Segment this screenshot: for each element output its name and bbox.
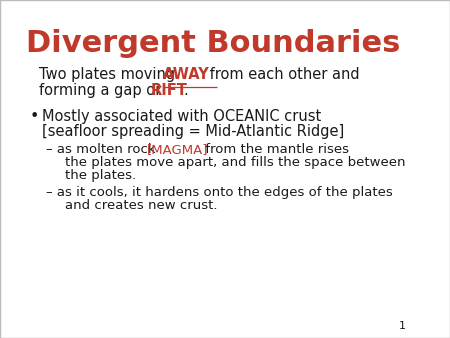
- Text: from each other and: from each other and: [205, 67, 359, 82]
- Text: AWAY: AWAY: [163, 67, 210, 82]
- Text: and creates new crust.: and creates new crust.: [65, 199, 218, 212]
- Text: 1: 1: [399, 321, 406, 331]
- Text: the plates.: the plates.: [65, 169, 137, 182]
- Text: from the mantle rises: from the mantle rises: [201, 143, 349, 156]
- Text: •: •: [30, 110, 40, 124]
- Text: [seafloor spreading = Mid-Atlantic Ridge]: [seafloor spreading = Mid-Atlantic Ridge…: [42, 124, 345, 139]
- Text: Two plates moving: Two plates moving: [39, 67, 180, 82]
- Text: – as it cools, it hardens onto the edges of the plates: – as it cools, it hardens onto the edges…: [46, 186, 393, 199]
- Text: Mostly associated with OCEANIC crust: Mostly associated with OCEANIC crust: [42, 110, 322, 124]
- Text: – as molten rock: – as molten rock: [46, 143, 160, 156]
- Text: the plates move apart, and fills the space between: the plates move apart, and fills the spa…: [65, 156, 406, 169]
- Text: [MAGMA]: [MAGMA]: [147, 143, 208, 156]
- Text: RIFT: RIFT: [151, 83, 188, 98]
- Text: forming a gap or: forming a gap or: [39, 83, 166, 98]
- Text: .: .: [184, 83, 189, 98]
- Text: Divergent Boundaries: Divergent Boundaries: [26, 29, 400, 58]
